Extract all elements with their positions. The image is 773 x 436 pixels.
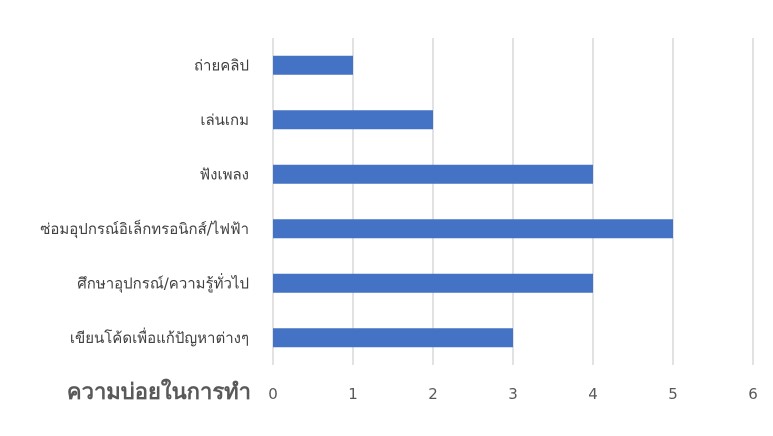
bar: [273, 110, 433, 130]
x-tick-label: 1: [348, 385, 358, 403]
x-tick-label: 5: [668, 385, 678, 403]
category-label: ซ่อมอุปกรณ์อิเล็กทรอนิกส์/ไฟฟ้า: [40, 219, 249, 239]
category-label: เล่นเกม: [200, 111, 249, 129]
bar: [273, 328, 513, 348]
x-tick-labels: 0 1 2 3 4 5 6: [268, 385, 758, 403]
category-label: ฟังเพลง: [200, 165, 249, 183]
x-axis-title: ความบ่อยในการทำ: [67, 378, 251, 405]
bar: [273, 55, 353, 75]
x-tick-label: 4: [588, 385, 598, 403]
x-tick-label: 6: [748, 385, 758, 403]
bar: [273, 164, 593, 184]
category-label: ถ่ายคลิป: [194, 56, 249, 74]
bar: [273, 273, 593, 293]
bars: [273, 55, 673, 348]
x-tick-label: 0: [268, 385, 278, 403]
x-tick-label: 3: [508, 385, 518, 403]
bar: [273, 219, 673, 239]
x-tick-label: 2: [428, 385, 438, 403]
category-labels: ถ่ายคลิปเล่นเกมฟังเพลงซ่อมอุปกรณ์อิเล็กท…: [40, 56, 249, 347]
category-label: เขียนโค้ดเพื่อแก้ปัญหาต่างๆ: [70, 327, 249, 347]
gridlines: [272, 38, 754, 365]
category-label: ศึกษาอุปกรณ์/ความรู้ทั่วไป: [77, 272, 249, 293]
